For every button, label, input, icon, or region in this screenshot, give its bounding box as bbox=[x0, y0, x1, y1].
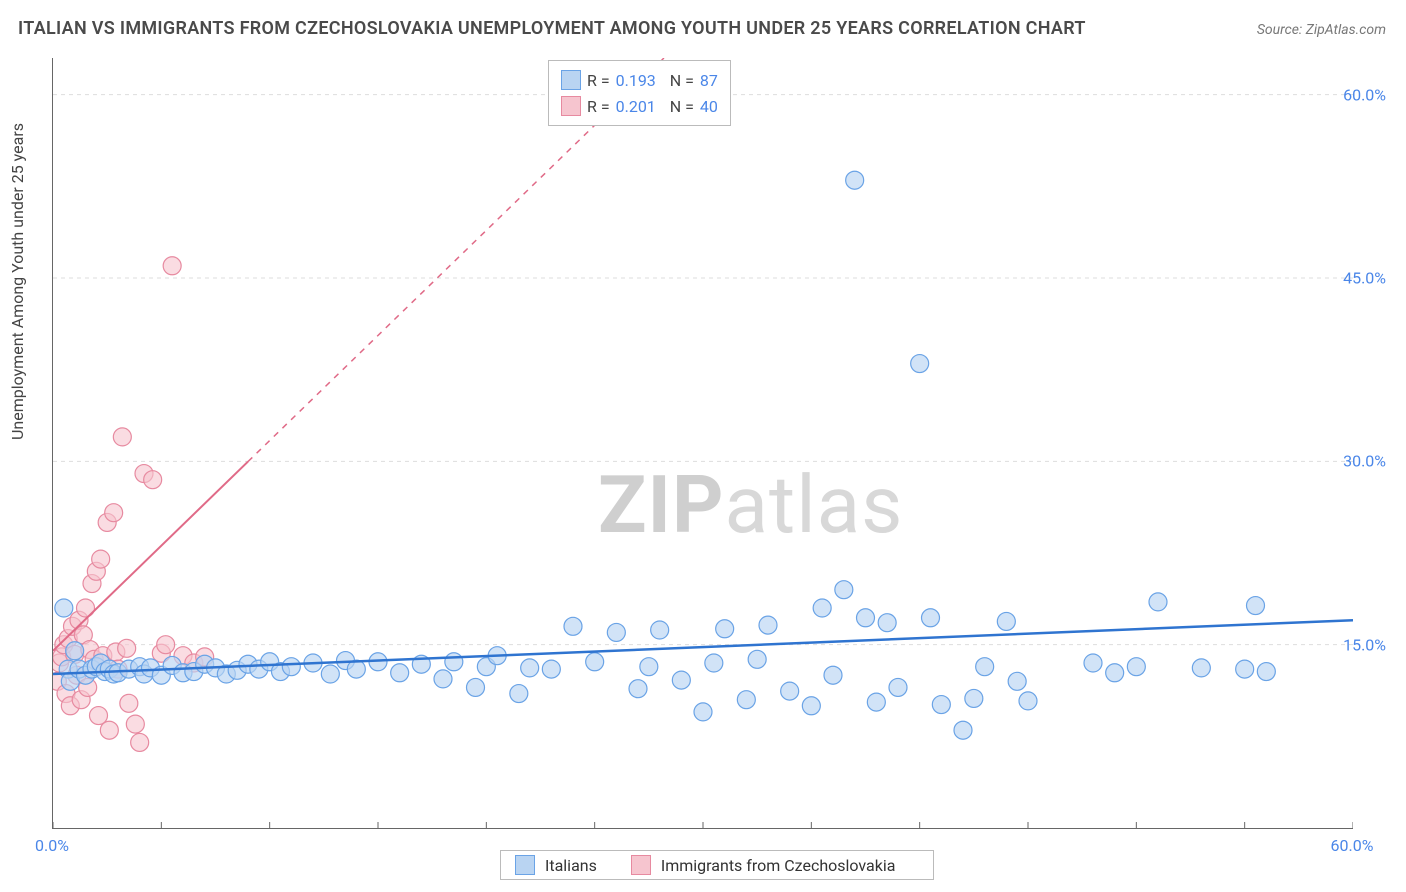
legend-n-value: 87 bbox=[700, 71, 718, 90]
y-tick-label: 60.0% bbox=[1343, 85, 1386, 104]
x-tick-label: 60.0% bbox=[1331, 836, 1374, 855]
plot-area: ZIPatlas bbox=[52, 58, 1353, 829]
legend-series: Italians Immigrants from Czechoslovakia bbox=[500, 850, 934, 880]
x-tick-label: 0.0% bbox=[35, 836, 69, 855]
source-attribution: Source: ZipAtlas.com bbox=[1257, 22, 1386, 38]
y-axis-label: Unemployment Among Youth under 25 years bbox=[8, 123, 27, 440]
legend-r-value: 0.201 bbox=[616, 97, 656, 116]
y-tick-label: 45.0% bbox=[1343, 269, 1386, 288]
legend-swatch bbox=[561, 96, 581, 116]
legend-stat-row: R = 0.201 N = 40 bbox=[561, 93, 718, 119]
legend-stat-row: R = 0.193 N = 87 bbox=[561, 67, 718, 93]
y-tick-label: 15.0% bbox=[1343, 635, 1386, 654]
legend-n-label: N = bbox=[662, 71, 694, 90]
legend-swatch bbox=[561, 70, 581, 90]
legend-r-label: R = bbox=[587, 97, 610, 116]
trendline-czech-solid bbox=[53, 462, 248, 651]
legend-n-value: 40 bbox=[700, 97, 718, 116]
legend-stats: R = 0.193 N = 87 R = 0.201 N = 40 bbox=[548, 60, 731, 126]
page-title: ITALIAN VS IMMIGRANTS FROM CZECHOSLOVAKI… bbox=[18, 18, 1086, 39]
legend-r-value: 0.193 bbox=[616, 71, 656, 90]
legend-swatch bbox=[631, 855, 651, 875]
trendline-italians bbox=[53, 620, 1353, 674]
legend-series-label: Immigrants from Czechoslovakia bbox=[661, 856, 896, 875]
legend-series-label: Italians bbox=[545, 856, 597, 875]
trendlines bbox=[53, 58, 1353, 828]
legend-n-label: N = bbox=[662, 97, 694, 116]
legend-r-label: R = bbox=[587, 71, 610, 90]
legend-swatch bbox=[515, 855, 535, 875]
y-tick-label: 30.0% bbox=[1343, 452, 1386, 471]
